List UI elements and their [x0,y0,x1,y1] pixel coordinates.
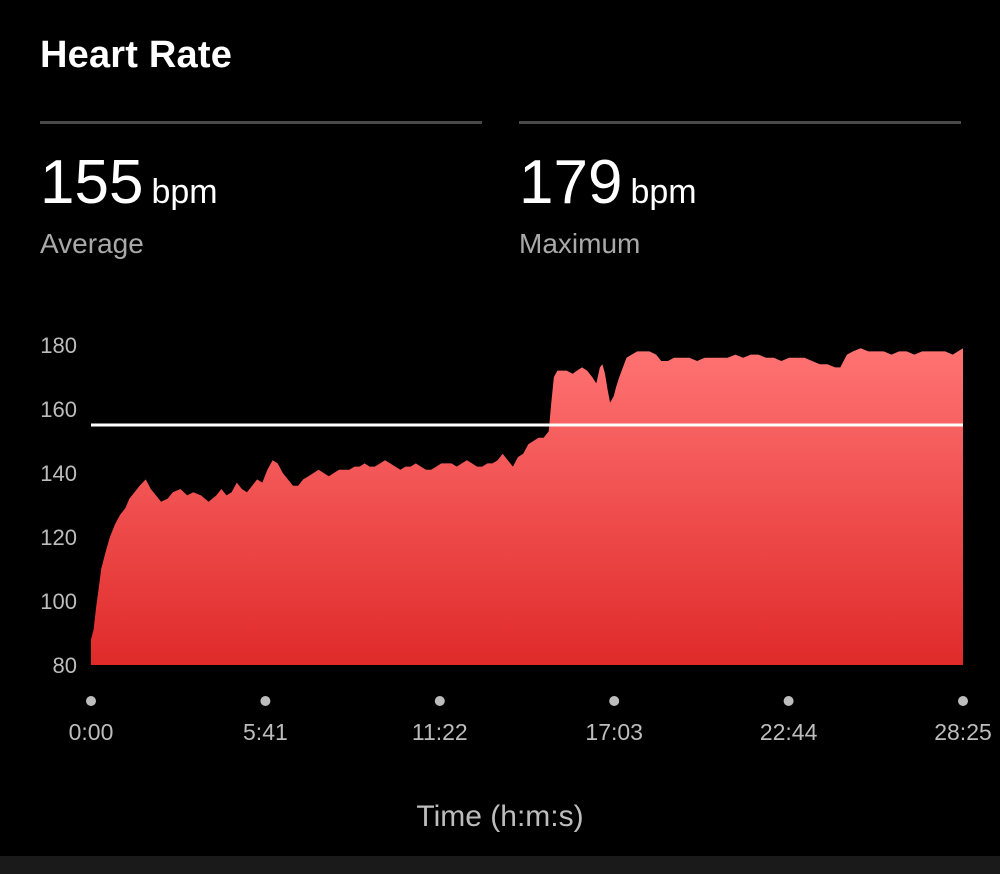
maximum-label: Maximum [519,228,641,259]
x-tick-label: 28:25 [934,719,992,745]
y-tick-label: 160 [40,397,77,422]
x-tick-dot [609,696,620,706]
average-stat: 155 bpm Average [40,152,218,260]
y-tick-label: 80 [53,653,77,678]
maximum-unit: bpm [630,173,697,211]
heart-rate-area [91,348,963,665]
average-label: Average [40,228,144,259]
x-tick-dot [260,696,271,706]
page-title: Heart Rate [40,34,233,76]
maximum-stat: 179 bpm Maximum [519,152,697,260]
average-value: 155 [40,148,144,217]
x-tick-label: 11:22 [412,719,468,745]
heart-rate-chart: 180 160 140 120 100 80 0:00 5:41 11:22 17:03 22:4… [40,333,992,745]
x-tick-dot [86,696,96,706]
x-tick-label: 5:41 [243,719,288,745]
y-tick-label: 180 [40,333,77,358]
bottom-bar [0,856,1000,874]
maximum-value: 179 [519,148,623,217]
x-tick-label: 0:00 [69,719,114,745]
x-tick-dot [958,696,968,706]
maximum-divider [519,121,961,124]
y-tick-label: 140 [40,461,77,486]
y-tick-label: 120 [40,525,77,550]
x-tick-dot [434,696,445,706]
x-tick-label: 17:03 [585,719,643,745]
x-tick-label: 22:44 [760,719,818,745]
y-tick-label: 100 [40,589,77,614]
average-divider [40,121,482,124]
x-axis-label: Time (h:m:s) [416,800,584,833]
x-tick-dot [783,696,794,706]
average-unit: bpm [151,173,218,211]
